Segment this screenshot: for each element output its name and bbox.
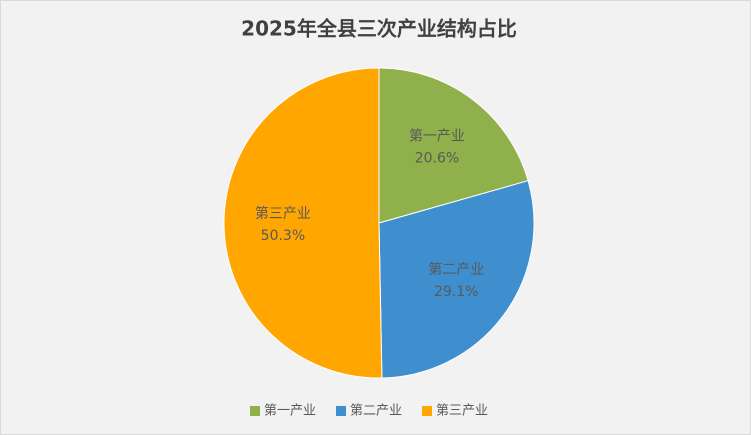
legend-swatch — [422, 406, 432, 416]
pie-slice — [378, 180, 535, 379]
legend-label: 第二产业 — [350, 404, 402, 419]
slice-value-label: 50.3% — [261, 228, 305, 244]
pie-slice — [378, 67, 529, 224]
slice-category-label: 第二产业 — [428, 261, 484, 278]
slice-category-label: 第三产业 — [255, 205, 311, 222]
slice-value-label: 20.6% — [415, 150, 459, 166]
slice-category-label: 第一产业 — [409, 127, 465, 144]
pie-slice — [223, 67, 383, 379]
legend-label: 第一产业 — [264, 404, 316, 419]
legend-label: 第三产业 — [436, 404, 488, 419]
slice-value-label: 29.1% — [434, 284, 478, 300]
legend-swatch — [336, 406, 346, 416]
legend-swatch — [250, 406, 260, 416]
chart-title: 2025年全县三次产业结构占比 — [241, 17, 517, 41]
